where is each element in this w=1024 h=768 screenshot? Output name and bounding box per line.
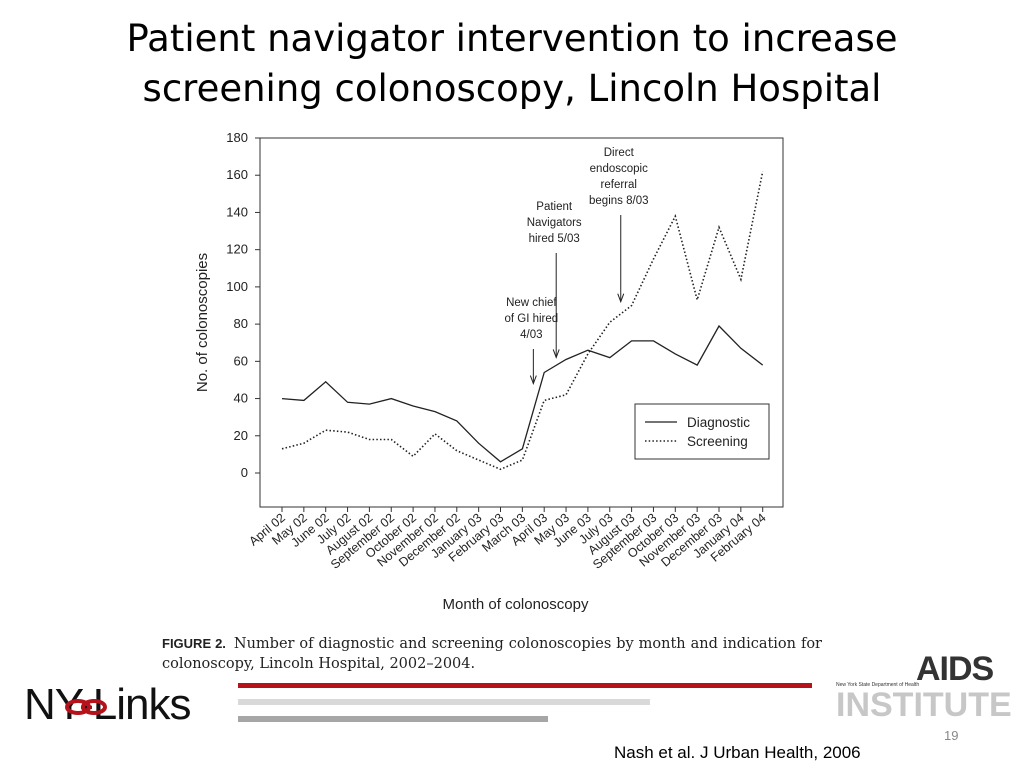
y-tick-label: 140	[226, 204, 248, 219]
annotation-text: of GI hired	[504, 313, 558, 325]
annotation-text: Navigators	[527, 217, 582, 229]
series-line-screening	[281, 171, 764, 471]
y-tick-label: 20	[234, 428, 248, 443]
footer-bar-dark	[238, 716, 548, 722]
y-tick-label: 80	[234, 316, 248, 331]
plot-frame	[259, 137, 784, 508]
y-axis-label: No. of colonoscopies	[194, 253, 211, 392]
citation: Nash et al. J Urban Health, 2006	[614, 743, 861, 762]
annotation-text: Patient	[536, 201, 573, 213]
y-tick-label: 0	[241, 465, 248, 480]
footer-bar-red	[238, 683, 812, 688]
y-tick-label: 100	[226, 279, 248, 294]
annotation-text: referral	[601, 179, 637, 191]
aids-institute-dept: New York State Department of Health	[836, 682, 920, 688]
annotation-arrowhead	[617, 293, 625, 304]
figure-caption-text: Number of diagnostic and screening colon…	[162, 636, 822, 672]
series-line-diagnostic	[281, 324, 764, 463]
aids-institute-logo: INSTITUTE	[836, 686, 1012, 724]
annotation-arrowhead	[529, 375, 537, 385]
slide-title-line1: Patient navigator intervention to increa…	[126, 17, 898, 60]
annotation-text: 4/03	[520, 329, 542, 341]
ny-links-logo: NY-Links	[24, 680, 191, 729]
chain-link-icon	[65, 699, 107, 715]
y-tick-label: 60	[234, 353, 248, 368]
legend-label-screening: Screening	[687, 434, 748, 449]
x-axis-label: Month of colonoscopy	[443, 596, 589, 613]
annotation-text: Direct	[604, 147, 635, 159]
footer-bar-gray	[238, 699, 650, 705]
annotation-text: endoscopic	[590, 163, 648, 175]
slide-title-line2: screening colonoscopy, Lincoln Hospital	[142, 67, 882, 110]
slide-title: Patient navigator intervention to increa…	[0, 14, 1024, 114]
page-number: 19	[944, 728, 959, 743]
annotation-text: New chief	[506, 297, 557, 309]
figure-caption: FIGURE 2. Number of diagnostic and screen…	[162, 634, 822, 674]
legend-box	[634, 403, 770, 460]
annotation-arrowhead	[552, 349, 560, 359]
figure-caption-label: FIGURE 2.	[162, 636, 226, 651]
annotation-text: hired 5/03	[529, 233, 580, 245]
y-tick-label: 40	[234, 391, 248, 406]
aids-institute-word: AIDS	[916, 650, 994, 688]
y-tick-label: 120	[226, 242, 248, 257]
legend-label-diagnostic: Diagnostic	[687, 415, 750, 430]
annotation-text: begins 8/03	[589, 195, 648, 207]
y-tick-label: 180	[226, 130, 248, 145]
y-tick-label: 160	[226, 167, 248, 182]
